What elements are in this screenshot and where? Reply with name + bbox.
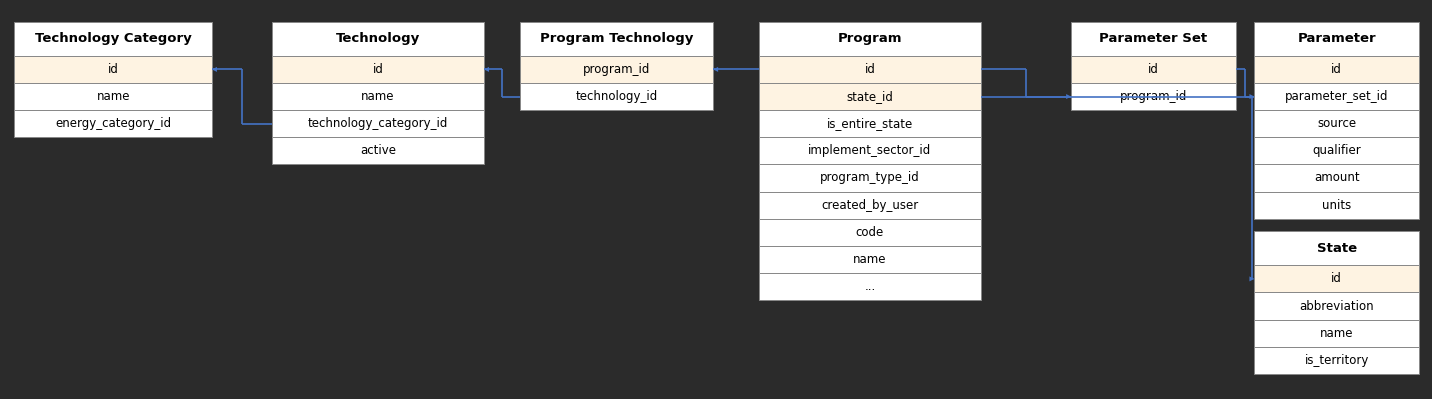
Text: name: name <box>1320 327 1353 340</box>
Bar <box>1254 231 1419 265</box>
Bar <box>759 22 981 56</box>
Text: id: id <box>865 63 875 76</box>
Text: Parameter Set: Parameter Set <box>1100 32 1207 45</box>
Text: program_id: program_id <box>583 63 650 76</box>
Bar <box>520 56 713 83</box>
Bar <box>272 137 484 164</box>
Bar <box>1254 292 1419 320</box>
Bar <box>1071 22 1236 56</box>
Text: state_id: state_id <box>846 90 894 103</box>
Text: id: id <box>1332 273 1342 285</box>
Bar <box>1071 56 1236 83</box>
Text: technology_id: technology_id <box>576 90 657 103</box>
Text: is_territory: is_territory <box>1305 354 1369 367</box>
Text: Technology Category: Technology Category <box>34 32 192 45</box>
Bar <box>1254 192 1419 219</box>
Bar <box>1254 22 1419 56</box>
Bar <box>759 246 981 273</box>
Bar <box>520 83 713 110</box>
Bar <box>1254 110 1419 137</box>
Text: id: id <box>107 63 119 76</box>
Text: id: id <box>1148 63 1158 76</box>
Text: code: code <box>856 226 884 239</box>
Bar <box>272 83 484 110</box>
Bar <box>14 83 212 110</box>
Bar <box>1254 83 1419 110</box>
Bar <box>759 56 981 83</box>
Text: parameter_set_id: parameter_set_id <box>1285 90 1389 103</box>
Text: id: id <box>1332 63 1342 76</box>
Bar <box>14 110 212 137</box>
Bar <box>14 22 212 56</box>
Text: Program: Program <box>838 32 902 45</box>
Text: Technology: Technology <box>337 32 420 45</box>
Bar <box>520 22 713 56</box>
Text: name: name <box>853 253 886 266</box>
Text: abbreviation: abbreviation <box>1299 300 1375 312</box>
Text: ...: ... <box>865 280 875 293</box>
Text: source: source <box>1317 117 1356 130</box>
Bar <box>759 192 981 219</box>
Bar <box>14 56 212 83</box>
Bar <box>1254 265 1419 292</box>
Text: id: id <box>372 63 384 76</box>
Text: energy_category_id: energy_category_id <box>54 117 172 130</box>
Text: Program Technology: Program Technology <box>540 32 693 45</box>
Text: name: name <box>361 90 395 103</box>
Bar <box>759 137 981 164</box>
Bar <box>759 219 981 246</box>
Text: State: State <box>1316 242 1358 255</box>
Text: is_entire_state: is_entire_state <box>826 117 914 130</box>
Text: qualifier: qualifier <box>1312 144 1362 157</box>
Text: units: units <box>1322 199 1352 211</box>
Text: amount: amount <box>1315 172 1359 184</box>
Text: program_type_id: program_type_id <box>821 172 919 184</box>
Bar <box>272 22 484 56</box>
Text: implement_sector_id: implement_sector_id <box>808 144 932 157</box>
Bar <box>272 110 484 137</box>
Bar <box>759 110 981 137</box>
Bar <box>759 164 981 192</box>
Bar <box>272 56 484 83</box>
Text: technology_category_id: technology_category_id <box>308 117 448 130</box>
Bar <box>759 83 981 110</box>
Bar <box>1254 137 1419 164</box>
Bar <box>759 273 981 300</box>
Bar <box>1254 56 1419 83</box>
Text: name: name <box>96 90 130 103</box>
Bar <box>1254 320 1419 347</box>
Bar <box>1254 347 1419 374</box>
Bar <box>1254 164 1419 192</box>
Text: Parameter: Parameter <box>1297 32 1376 45</box>
Text: created_by_user: created_by_user <box>822 199 918 211</box>
Bar <box>1071 83 1236 110</box>
Text: program_id: program_id <box>1120 90 1187 103</box>
Text: active: active <box>359 144 397 157</box>
